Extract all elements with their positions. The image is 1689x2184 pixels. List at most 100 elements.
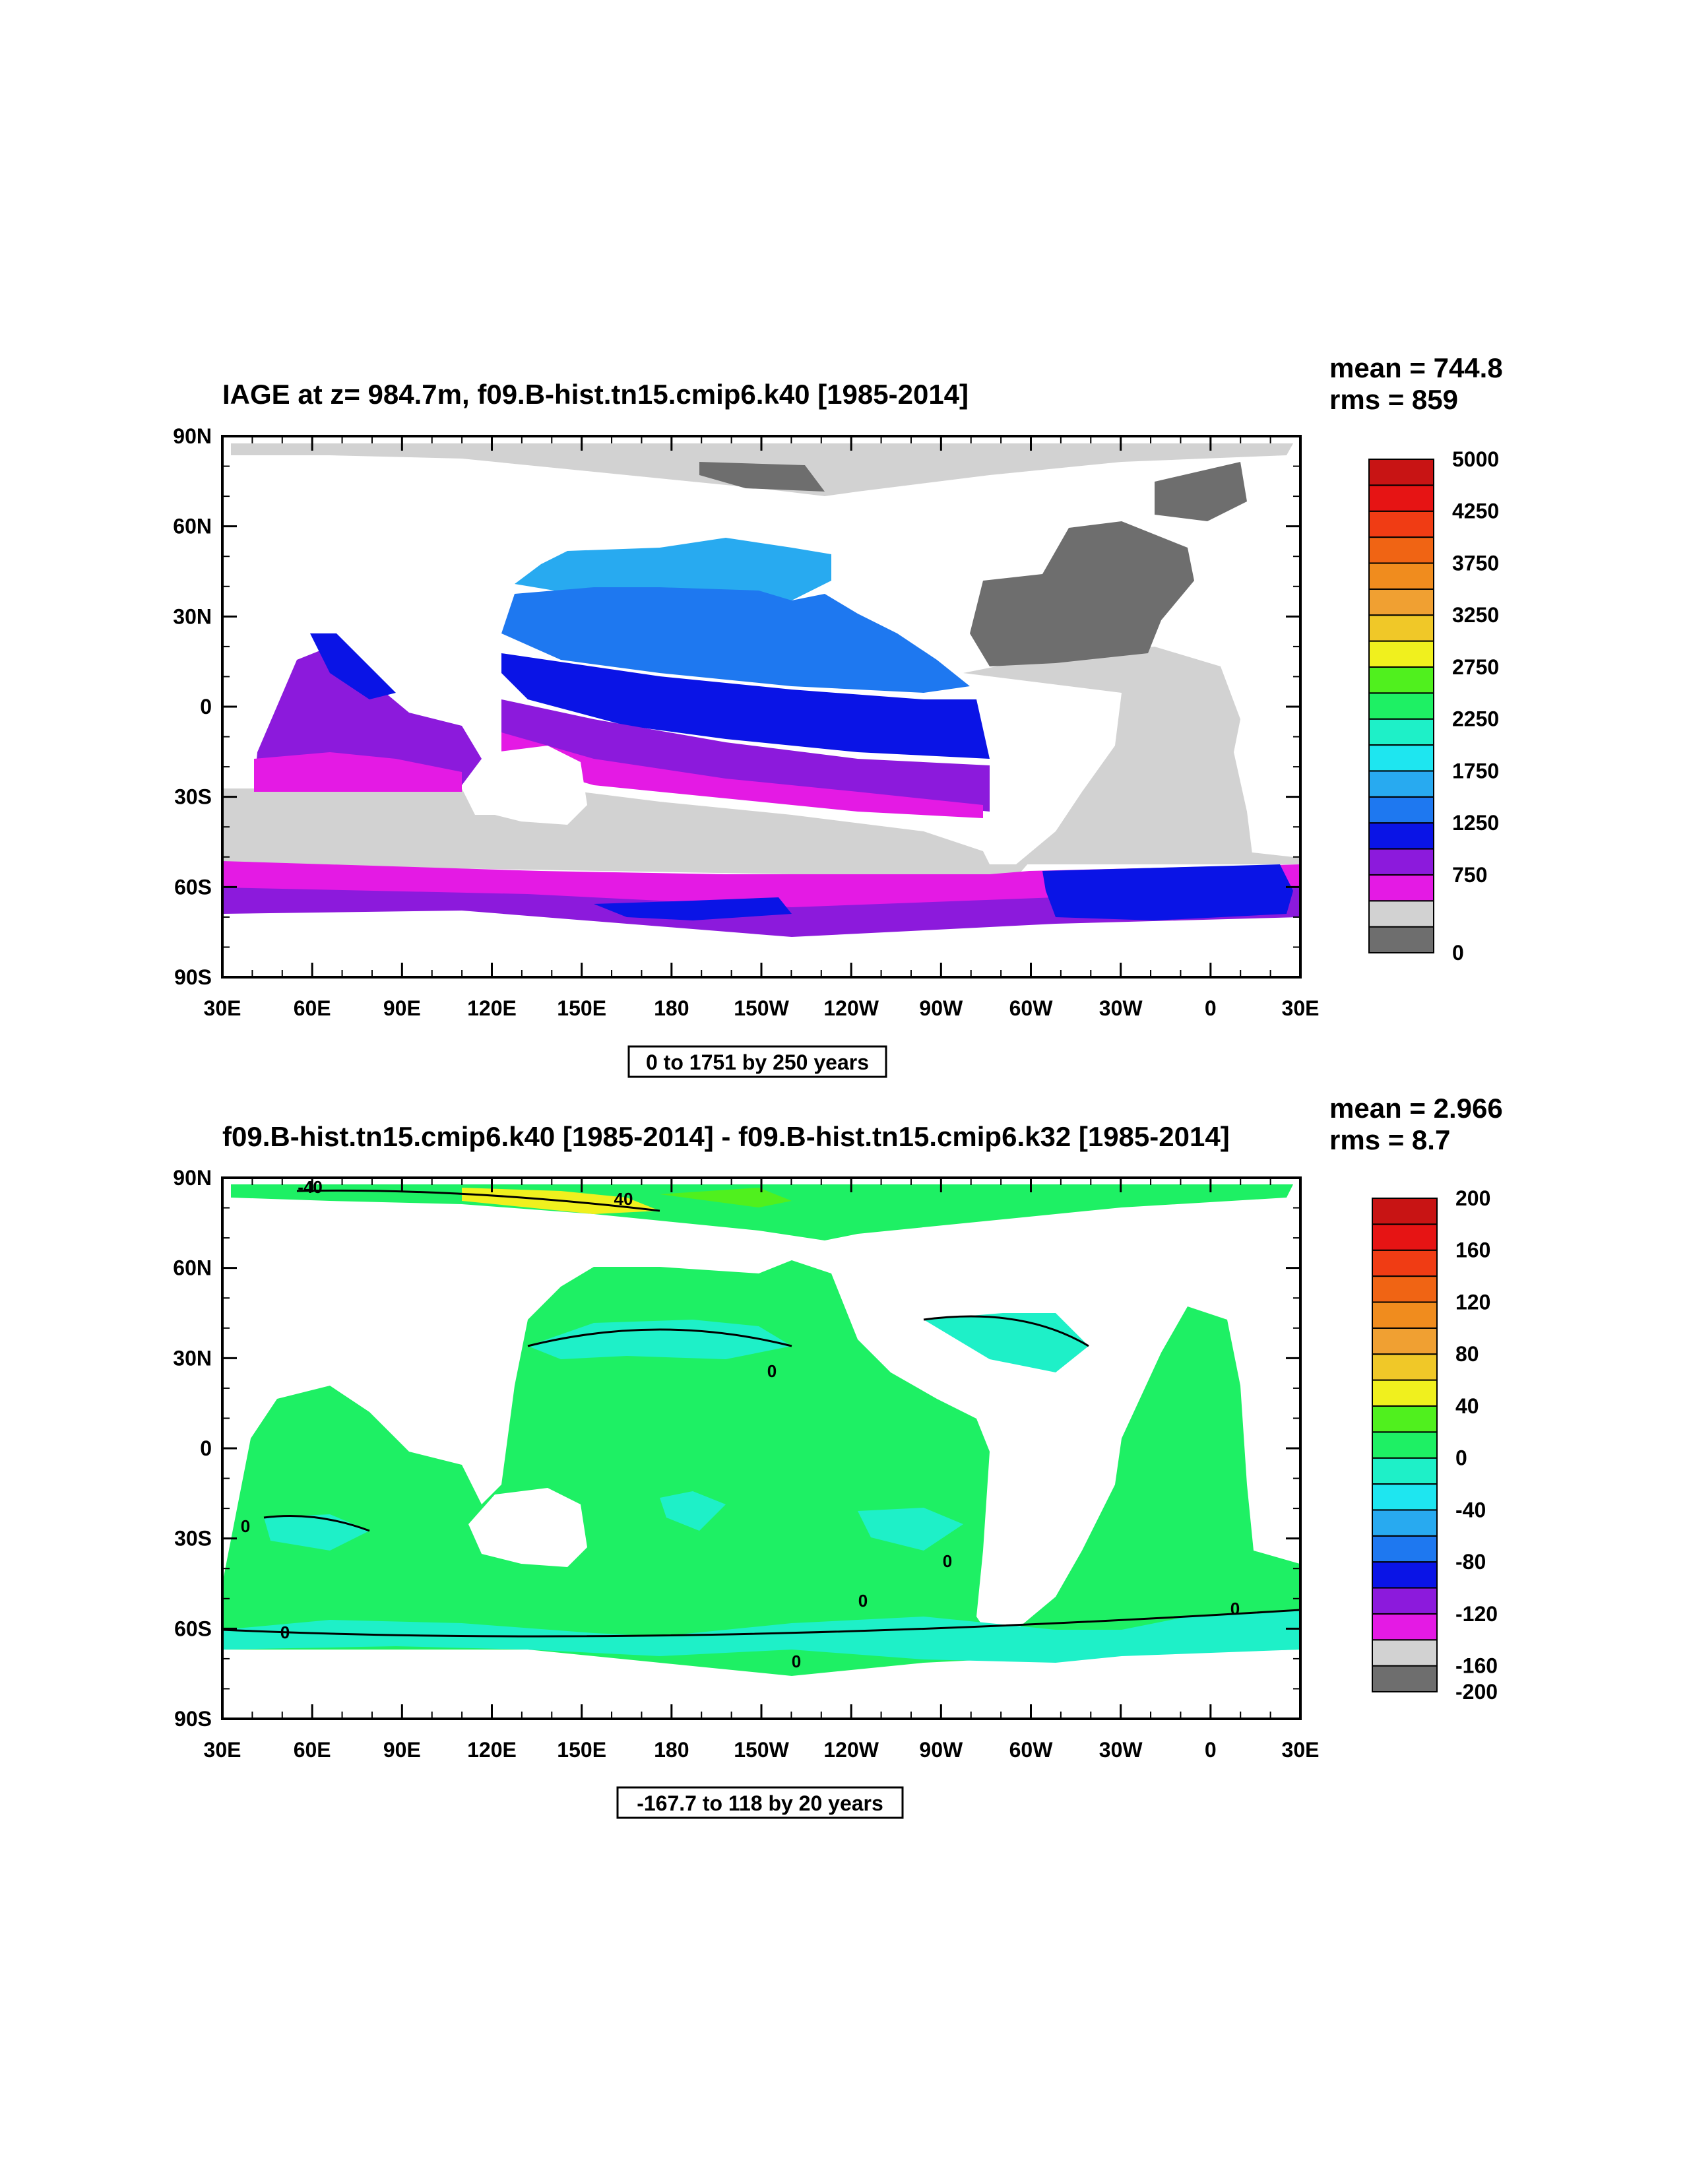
panel1-north-atlantic-dark xyxy=(970,521,1194,666)
panel2-title: f09.B-hist.tn15.cmip6.k40 [1985-2014] - … xyxy=(222,1121,1230,1152)
colorbar-label: 1750 xyxy=(1452,759,1499,783)
x-tick-label: 120W xyxy=(823,996,879,1020)
x-tick-label: 120W xyxy=(823,1738,879,1762)
colorbar-swatch xyxy=(1372,1379,1438,1407)
x-tick-label: 60E xyxy=(294,1738,331,1762)
panel1-pacific-magenta xyxy=(501,732,983,818)
x-tick-label: 30E xyxy=(204,996,241,1020)
panel1-y-axis: 90N 60N 30N 0 30S 60S 90S xyxy=(173,424,1300,989)
panel2-contour-label: 0 xyxy=(241,1516,250,1536)
colorbar-swatch xyxy=(1372,1431,1438,1459)
panel1-pacific-blue xyxy=(501,653,990,759)
x-tick-label: 30W xyxy=(1099,1738,1143,1762)
colorbar-label: -40 xyxy=(1455,1498,1486,1522)
colorbar-swatch xyxy=(1368,744,1434,772)
colorbar-label: 3250 xyxy=(1452,603,1499,627)
panel1-info-box xyxy=(627,1045,887,1078)
colorbar-swatch xyxy=(1368,796,1434,824)
colorbar-label: 750 xyxy=(1452,863,1487,887)
colorbar-label: 40 xyxy=(1455,1394,1479,1418)
colorbar-swatch xyxy=(1372,1198,1438,1225)
y-tick-label: 30N xyxy=(173,604,212,628)
y-tick-label: 60N xyxy=(173,1256,212,1280)
panel1-pacific-purple xyxy=(501,699,990,812)
colorbar-swatch xyxy=(1372,1613,1438,1641)
colorbar-swatch xyxy=(1372,1509,1438,1537)
y-tick-label: 90N xyxy=(173,424,212,448)
y-tick-label: 30S xyxy=(174,785,212,809)
panel1-indian-purple xyxy=(254,647,482,788)
panel2-contour-north-pacific xyxy=(527,1328,792,1347)
colorbar-swatch xyxy=(1368,900,1434,928)
colorbar-swatch xyxy=(1368,588,1434,616)
panel2-north-pacific-cyan xyxy=(528,1320,792,1359)
x-tick-label: 30E xyxy=(1282,996,1320,1020)
colorbar-label: 120 xyxy=(1455,1290,1490,1314)
y-tick-label: 90N xyxy=(173,1166,212,1190)
panel1-mean: mean = 744.8 xyxy=(1329,352,1503,383)
panel1-map-field xyxy=(222,436,1300,977)
colorbar-swatch xyxy=(1368,562,1434,590)
panel2-mean: mean = 2.966 xyxy=(1329,1093,1503,1124)
y-tick-label: 0 xyxy=(200,695,212,719)
x-tick-label: 30E xyxy=(204,1738,241,1762)
colorbar-swatch xyxy=(1368,484,1434,512)
panel2-rms: rms = 8.7 xyxy=(1329,1124,1450,1155)
colorbar-label: 0 xyxy=(1452,941,1464,965)
colorbar-swatch xyxy=(1368,822,1434,850)
panel2-contour-info: -167.7 to 118 by 20 years xyxy=(637,1791,883,1815)
colorbar-swatch xyxy=(1372,1275,1438,1303)
colorbar-swatch xyxy=(1372,1535,1438,1563)
colorbar-label: 3750 xyxy=(1452,551,1499,575)
colorbar-label: 5000 xyxy=(1452,447,1499,471)
panel1-weddell-blue xyxy=(1042,864,1293,920)
x-tick-label: 90W xyxy=(919,1738,963,1762)
colorbar-swatch xyxy=(1372,1639,1438,1667)
panel1-bay-of-bengal xyxy=(310,633,396,699)
y-tick-label: 60S xyxy=(174,875,212,899)
panel1-australia xyxy=(468,746,587,825)
panel2-colorbar: -200-160 -120 -80 -40 0 40 80 120 160 200 xyxy=(1372,1186,1498,1704)
panel1-x-axis: 30E 60E 90E 120E 150E 180 150W 120W 90W 60W 30W 0 30… xyxy=(204,436,1320,1020)
panel2-contour-south xyxy=(222,1609,1300,1638)
colorbar-swatch xyxy=(1368,770,1434,798)
panel2-contour-north-atlantic xyxy=(923,1315,1089,1347)
colorbar-label: 4250 xyxy=(1452,499,1499,523)
panel2-contour-label: 0 xyxy=(767,1361,777,1381)
panel2-y-axis: 90N 60N 30N 0 30S 60S 90S xyxy=(173,1166,1300,1731)
colorbar-swatch xyxy=(1368,459,1434,486)
colorbar-swatch xyxy=(1372,1587,1438,1615)
x-tick-label: 60W xyxy=(1009,996,1054,1020)
y-tick-label: 30N xyxy=(173,1346,212,1370)
colorbar-swatch xyxy=(1368,640,1434,668)
colorbar-swatch xyxy=(1368,926,1434,954)
y-tick-label: 60N xyxy=(173,515,212,538)
panel1-south-atlantic xyxy=(963,647,1254,864)
colorbar-swatch xyxy=(1372,1353,1438,1381)
x-tick-label: 150W xyxy=(734,996,789,1020)
panel2-contour-label: 0 xyxy=(858,1591,868,1611)
x-tick-label: 150E xyxy=(557,1738,606,1762)
colorbar-label: -160 xyxy=(1455,1654,1498,1678)
colorbar-swatch xyxy=(1372,1665,1438,1693)
panel2-contour-label: -40 xyxy=(298,1177,323,1197)
y-tick-label: 60S xyxy=(174,1617,212,1640)
colorbar-swatch xyxy=(1372,1301,1438,1329)
colorbar-label: 2750 xyxy=(1452,655,1499,679)
panel2-info-box xyxy=(616,1786,904,1819)
y-tick-label: 90S xyxy=(174,965,212,989)
panel2-se-pacific-cyan xyxy=(858,1508,963,1551)
panel2-arctic-light-green xyxy=(660,1188,792,1207)
colorbar-label: 2250 xyxy=(1452,707,1499,731)
x-tick-label: 60E xyxy=(294,996,331,1020)
x-tick-label: 120E xyxy=(467,1738,517,1762)
colorbar-swatch xyxy=(1372,1249,1438,1277)
panel2-map-field: -40 40 0 0 0 0 0 0 0 xyxy=(222,1177,1300,1719)
x-tick-label: 90W xyxy=(919,996,963,1020)
y-tick-label: 30S xyxy=(174,1527,212,1551)
panel2-x-axis: 30E 60E 90E 120E 150E 180 150W 120W 90W 60W 30W 0 30… xyxy=(204,1178,1319,1762)
panel1-north-pacific-light xyxy=(515,538,831,600)
panel2-contour-label: 0 xyxy=(792,1652,801,1671)
panel1-colorbar: 0 750 1250 1750 2250 2750 3250 3750 4250 5000 xyxy=(1368,447,1499,965)
panel1-contour-info: 0 to 1751 by 250 years xyxy=(646,1050,869,1074)
